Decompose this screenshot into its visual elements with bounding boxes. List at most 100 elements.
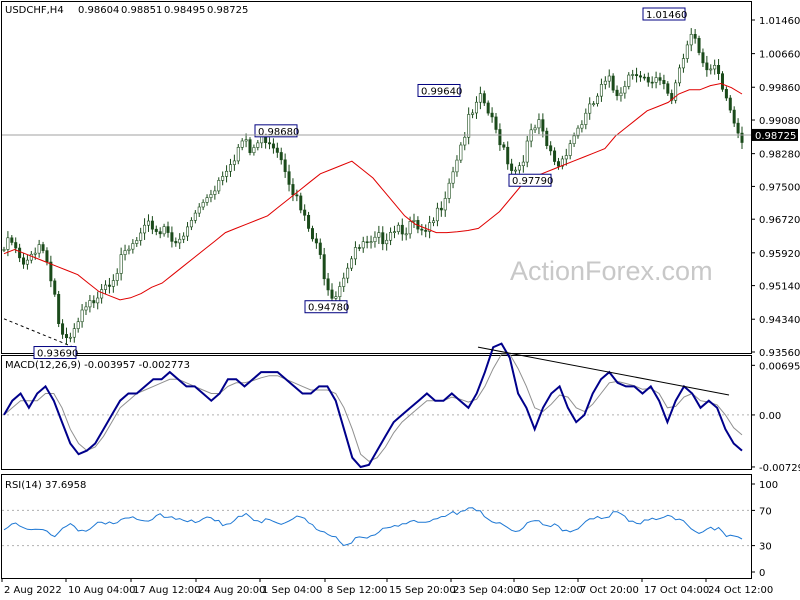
candle-body (45, 250, 49, 263)
candle-body (61, 323, 65, 335)
candle-body (705, 62, 709, 71)
candle-body (162, 226, 166, 235)
candle-body (549, 145, 553, 152)
annotation-box (417, 83, 461, 97)
price-tick-label: 0.99080 (759, 116, 800, 127)
candle-body (400, 224, 404, 235)
x-tick-label: 23 Sep 04:00 (453, 585, 520, 596)
annotation-box (304, 300, 348, 314)
candle-body (72, 328, 76, 338)
candle-body (514, 169, 518, 172)
annotation-label: 0.97790 (512, 176, 553, 187)
candle-body (139, 232, 143, 241)
price-tick-label: 0.99860 (759, 83, 800, 94)
candle-body (467, 114, 471, 138)
x-tick-label: 24 Aug 20:00 (198, 585, 265, 596)
x-tick-label: 24 Oct 12:00 (708, 585, 773, 596)
candle-body (494, 116, 498, 130)
watermark: ActionForex.com (510, 256, 713, 286)
x-tick-label: 17 Aug 12:00 (133, 585, 200, 596)
candle-body (217, 180, 221, 192)
price-annotation: 0.99640 (417, 83, 462, 97)
ohlc-low: 0.98495 (164, 5, 205, 16)
candle-body (303, 209, 307, 216)
candle-body (53, 280, 57, 295)
candle-body (84, 306, 88, 311)
candle-body (537, 119, 541, 129)
price-title: USDCHF,H4 (5, 5, 64, 16)
candle-body (381, 232, 385, 245)
candle-body (80, 309, 84, 323)
candle-body (22, 257, 26, 265)
candle-body (678, 67, 682, 84)
ma-line (3, 82, 743, 301)
candle-body (615, 89, 619, 97)
candle-body (2, 249, 6, 251)
trendline (3, 318, 73, 347)
rsi-tick-label: 100 (759, 480, 778, 491)
price-annotations: 0.93690 0.98680 0.94780 0.99640 0.97790 1.014… (33, 7, 687, 360)
current-price-tag: 0.98725 (752, 128, 798, 142)
candle-body (646, 76, 650, 83)
annotation-box (642, 7, 686, 21)
candle-body (658, 77, 662, 81)
candle-body (443, 198, 447, 211)
annotation-label: 0.98680 (258, 127, 299, 138)
candle-body (365, 241, 369, 244)
candle-body (209, 194, 213, 198)
candle-body (627, 74, 631, 87)
x-tick-label: 17 Oct 04:00 (644, 585, 709, 596)
candle-body (37, 244, 41, 254)
candle-body (428, 222, 432, 232)
candle-body (689, 34, 693, 46)
candle-body (685, 44, 689, 59)
candle-body (482, 93, 486, 104)
candle-body (268, 142, 272, 145)
candle-body (736, 122, 740, 134)
candle-body (740, 132, 744, 143)
annotation-label: 1.01460 (646, 10, 687, 21)
macd-tick-label: 0.00 (759, 411, 781, 422)
candle-body (560, 158, 564, 167)
candle-body (174, 241, 178, 244)
candle-body (642, 76, 646, 79)
candle-body (389, 232, 393, 241)
candle-body (693, 34, 697, 39)
price-y-axis: 1.01460 1.00660 0.99860 0.99080 0.98280 0.975… (751, 16, 800, 359)
candle-body (115, 273, 119, 281)
rsi-tick-label: 30 (759, 542, 772, 553)
price-tick-label: 0.98280 (759, 150, 800, 161)
x-tick-label: 30 Sep 12:00 (516, 585, 583, 596)
annotation-label: 0.99640 (421, 86, 462, 97)
candle-body (244, 139, 248, 142)
candle-body (619, 92, 623, 97)
support-trendline (3, 318, 73, 347)
price-tick-label: 0.95920 (759, 249, 800, 260)
price-panel-frame (1, 1, 752, 354)
candle-body (193, 212, 197, 221)
candle-body (201, 202, 205, 208)
candle-body (240, 140, 244, 148)
candle-body (68, 336, 72, 339)
price-tick-label: 1.01460 (759, 16, 800, 27)
candle-body (404, 233, 408, 236)
annotation-box (33, 346, 77, 360)
candle-body (424, 229, 428, 232)
ohlc-open: 0.98604 (78, 5, 119, 16)
candle-body (447, 182, 451, 199)
x-tick-label: 15 Sep 20:00 (389, 585, 456, 596)
candle-body (611, 75, 615, 91)
candle-body (57, 294, 61, 324)
candle-body (361, 241, 365, 249)
candle-body (41, 244, 45, 251)
candle-body (18, 247, 22, 259)
candle-body (166, 226, 170, 233)
candle-body (252, 147, 256, 153)
candle-body (299, 195, 303, 211)
rsi-tick-label: 0 (759, 568, 765, 579)
candle-body (225, 170, 229, 177)
candle-body (580, 124, 584, 129)
candle-body (674, 82, 678, 101)
price-annotation: 0.97790 (508, 173, 553, 187)
